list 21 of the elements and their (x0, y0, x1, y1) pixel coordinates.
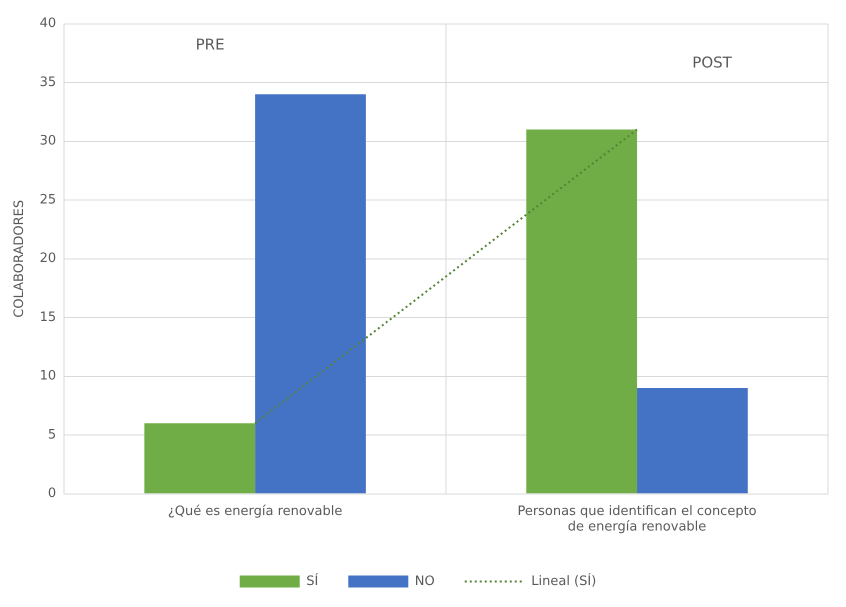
bar (526, 130, 638, 494)
legend-label: NO (414, 574, 435, 589)
y-tick-label: 20 (40, 251, 56, 266)
legend-label: SÍ (306, 572, 318, 589)
annotation: POST (692, 54, 733, 72)
y-axis-title: COLABORADORES (12, 200, 28, 318)
y-tick-label: 5 (48, 427, 56, 442)
bar (255, 94, 366, 494)
y-tick-label: 0 (48, 486, 56, 502)
y-tick-label: 25 (40, 192, 56, 208)
y-tick-label: 15 (40, 310, 56, 325)
x-tick-label: Personas que identifican el concepto de energía renovable (517, 504, 757, 535)
bar (144, 423, 256, 494)
y-tick-label: 35 (40, 74, 56, 90)
y-tick-label: 10 (40, 368, 56, 384)
y-tick-label: 30 (40, 134, 56, 149)
legend-label: Lineal (SÍ) (531, 572, 596, 589)
bar (637, 388, 748, 494)
x-tick-label: ¿Qué es energía renovable (168, 504, 342, 519)
y-tick-label: 40 (40, 16, 56, 32)
annotation: PRE (196, 36, 225, 54)
